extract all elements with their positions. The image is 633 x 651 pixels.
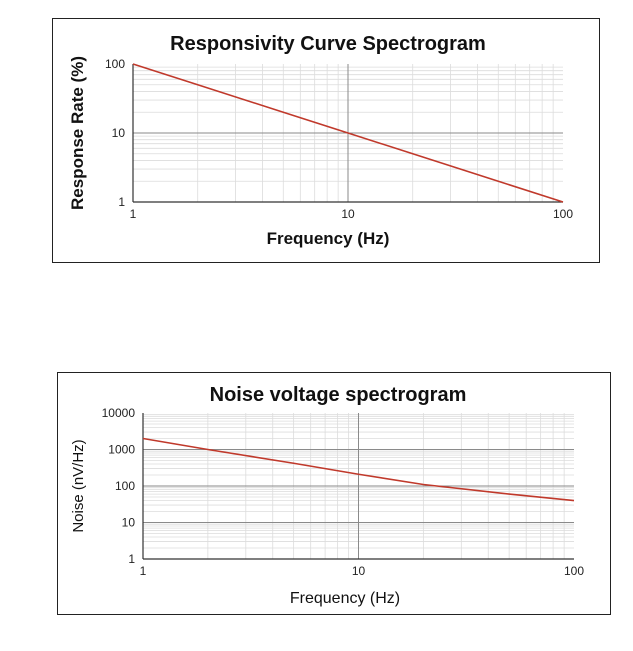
y-tick-label: 1000 [108, 443, 135, 457]
x-tick-label: 100 [564, 564, 584, 578]
chart-title: Noise voltage spectrogram [210, 384, 467, 406]
y-axis-label: Noise (nV/Hz) [70, 439, 87, 532]
y-tick-label: 100 [115, 479, 135, 493]
noise-chart: 1 10 100 1 10 100 1000 10000 Noise voltage spect… [57, 372, 611, 615]
series-line [142, 437, 575, 502]
x-tick-label: 1 [130, 207, 137, 221]
y-tick-label: 1 [128, 552, 135, 566]
y-tick-label: 10 [112, 126, 126, 140]
responsivity-chart: 1 10 100 1 10 100 Responsivity Curve Spectrogr… [52, 18, 600, 263]
series-line [132, 63, 564, 203]
y-tick-label: 100 [105, 57, 125, 71]
x-tick-label: 10 [341, 207, 355, 221]
y-axis-label: Response Rate (%) [68, 56, 87, 210]
grid-major [143, 413, 574, 559]
x-tick-label: 100 [553, 207, 573, 221]
y-tick-label: 10 [122, 516, 136, 530]
y-tick-label: 10000 [102, 406, 136, 420]
y-tick-label: 1 [118, 195, 125, 209]
x-axis-label: Frequency (Hz) [267, 229, 390, 248]
x-axis-label: Frequency (Hz) [290, 590, 400, 607]
responsivity-chart-svg: 1 10 100 1 10 100 Responsivity Curve Spectrogr… [68, 33, 573, 248]
noise-chart-svg: 1 10 100 1 10 100 1000 10000 Noise voltage spect… [70, 384, 584, 607]
chart-title: Responsivity Curve Spectrogram [170, 33, 486, 55]
x-tick-label: 10 [352, 564, 366, 578]
x-tick-label: 1 [140, 564, 147, 578]
